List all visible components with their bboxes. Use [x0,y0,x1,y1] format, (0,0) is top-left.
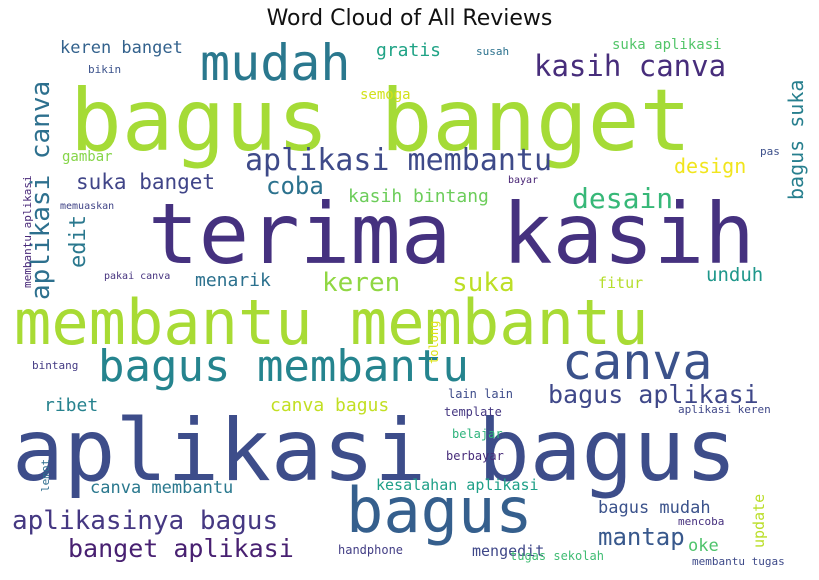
cloud-word: bagus banget [70,71,692,171]
cloud-word: update [750,493,768,548]
cloud-word: tolong [427,320,441,364]
cloud-word: pas [760,145,780,158]
cloud-word: desain [572,182,674,215]
cloud-word: mencoba [678,515,725,528]
cloud-word: canva [562,333,713,391]
cloud-word: handphone [338,543,404,557]
cloud-word: bagus [346,474,533,547]
cloud-word: memuaskan [60,201,115,212]
cloud-word: kesalahan aplikasi [376,476,539,494]
cloud-word: bintang [32,359,79,372]
cloud-word: canva membantu [90,478,234,498]
cloud-word: terima kasih [148,185,755,283]
cloud-word: kasih canva [534,49,727,83]
cloud-word: keren [322,268,401,298]
page-title: Word Cloud of All Reviews [266,6,553,31]
cloud-word: bikin [88,63,122,76]
cloud-word: ribet [44,395,99,416]
cloud-word: oke [688,536,719,556]
cloud-word: bayar [508,175,539,186]
cloud-word: canva bagus [270,395,390,416]
cloud-word: bagus aplikasi [548,380,759,409]
cloud-word: mudah [200,34,351,92]
cloud-word: fitur [598,274,644,292]
cloud-word: kasih bintang [348,186,489,207]
cloud-word: suka aplikasi [612,37,722,53]
cloud-word: edit [66,215,91,268]
cloud-word: belajar [452,427,503,441]
cloud-word: lemot [39,458,52,492]
cloud-word: membantu tugas [692,555,785,568]
cloud-word: gambar [62,149,113,165]
cloud-word: aplikasi bagus [12,401,737,501]
cloud-word: suka [452,268,515,298]
cloud-word: berbayar [446,449,504,463]
cloud-word: banget aplikasi [68,534,294,563]
cloud-word: bagus suka [784,79,808,200]
cloud-word: mengedit [472,542,545,560]
cloud-word: mantap [598,523,685,551]
cloud-word: aplikasi keren [678,403,771,416]
cloud-word: unduh [706,264,764,286]
cloud-word: menarik [195,270,271,291]
cloud-word: membantu aplikasi [21,175,34,288]
cloud-word: membantu membantu [14,286,649,359]
cloud-word: susah [476,45,510,58]
cloud-word: template [444,405,502,419]
cloud-word: keren banget [60,38,183,58]
cloud-word: gratis [376,40,442,61]
cloud-word: suka banget [76,170,216,194]
cloud-word: lain lain [448,387,514,401]
cloud-word: design [674,154,747,178]
word-cloud-frame [10,36,809,574]
cloud-word: pakai canva [104,271,171,282]
cloud-word: tugas sekolah [510,549,604,563]
cloud-word: semoga [360,87,411,103]
cloud-word: bagus membantu [98,341,469,392]
cloud-word: aplikasinya bagus [12,506,279,536]
cloud-word: coba [266,172,324,200]
cloud-word: bagus mudah [598,498,711,518]
cloud-word: aplikasi membantu [245,143,553,178]
